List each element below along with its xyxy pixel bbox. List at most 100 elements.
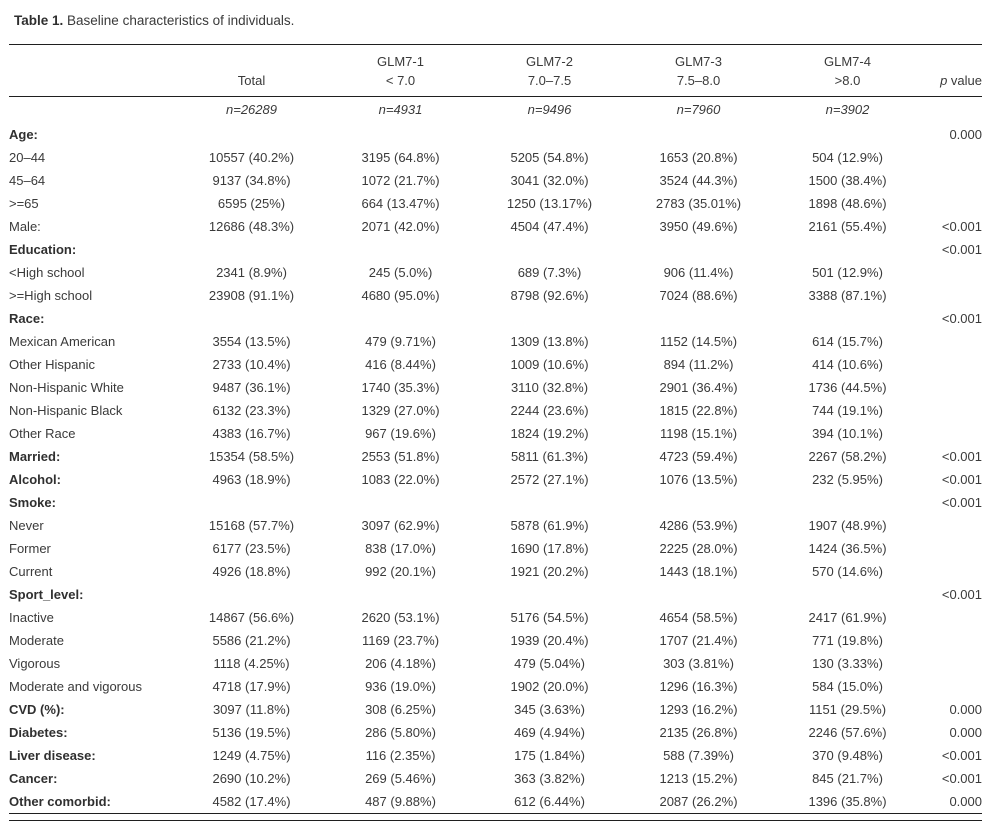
header-empty — [9, 97, 177, 124]
row-label: Diabetes: — [9, 725, 68, 740]
data-cell: 845 (21.7%) — [812, 771, 883, 786]
data-cell: 1424 (36.5%) — [808, 541, 887, 556]
p-value-cell: 0.000 — [949, 127, 982, 142]
table-row: Current 4926 (18.8%) 992 (20.1%) 1921 (20.2… — [9, 560, 982, 583]
data-cell: 1296 (16.3%) — [659, 679, 738, 694]
data-cell — [475, 123, 624, 146]
row-label: Other Race — [9, 426, 76, 441]
header-group-row: GLM7-1 GLM7-2 GLM7-3 GLM7-4 — [9, 44, 982, 71]
bottom-double-rule — [9, 820, 982, 821]
col-p-value-header: p value — [922, 71, 982, 97]
data-cell: 269 (5.46%) — [365, 771, 436, 786]
data-cell: 3097 (11.8%) — [212, 702, 291, 717]
table-row: Non-Hispanic White 9487 (36.1%) 1740 (35.3… — [9, 376, 982, 399]
table-row: Liver disease: 1249 (4.75%) 116 (2.35%) 175… — [9, 744, 982, 767]
data-cell: 967 (19.6%) — [365, 426, 436, 441]
p-value-cell: <0.001 — [941, 495, 982, 510]
data-cell: 2161 (55.4%) — [808, 219, 887, 234]
row-label: Cancer: — [9, 771, 58, 786]
data-cell: 1740 (35.3%) — [361, 380, 440, 395]
header-empty — [9, 71, 177, 97]
data-cell — [773, 583, 922, 606]
data-cell: 14867 (56.6%) — [208, 610, 295, 625]
n-total: n=26289 — [226, 102, 277, 117]
header-empty — [922, 97, 982, 124]
p-value-cell: <0.001 — [941, 748, 982, 763]
data-cell: 1898 (48.6%) — [808, 196, 887, 211]
data-cell: 2417 (61.9%) — [808, 610, 887, 625]
data-cell — [177, 583, 326, 606]
data-cell: 4963 (18.9%) — [212, 472, 291, 487]
n-glm7-1: n=4931 — [378, 102, 423, 117]
data-cell: 3195 (64.8%) — [361, 150, 440, 165]
p-value-cell: 0.000 — [949, 725, 982, 740]
table-row: Never 15168 (57.7%) 3097 (62.9%) 5878 (61.9… — [9, 514, 982, 537]
data-cell: 1902 (20.0%) — [510, 679, 589, 694]
data-cell: 1118 (4.25%) — [213, 656, 290, 671]
data-cell — [177, 238, 326, 261]
data-cell: 2690 (10.2%) — [212, 771, 291, 786]
data-cell: 744 (19.1%) — [812, 403, 883, 418]
table-header: GLM7-1 GLM7-2 GLM7-3 GLM7-4 Total < 7.0 … — [9, 44, 982, 124]
data-cell: 2572 (27.1%) — [510, 472, 589, 487]
p-value-cell: <0.001 — [941, 219, 982, 234]
header-empty — [9, 44, 177, 71]
data-cell: 1249 (4.75%) — [212, 748, 291, 763]
col-group-glm7-3: GLM7-3 — [624, 44, 773, 71]
data-cell: 5205 (54.8%) — [510, 150, 589, 165]
p-value-cell — [922, 514, 982, 537]
table-row: Sport_level: <0.001 — [9, 583, 982, 606]
header-empty — [922, 44, 982, 71]
data-cell: 2087 (26.2%) — [624, 790, 773, 814]
p-value-cell: 0.000 — [922, 790, 982, 814]
row-label: Vigorous — [9, 656, 61, 671]
row-label: Non-Hispanic White — [9, 380, 124, 395]
data-cell — [177, 123, 326, 146]
p-value-cell: <0.001 — [941, 449, 982, 464]
table-row: >=High school 23908 (91.1%) 4680 (95.0%) 87… — [9, 284, 982, 307]
col-sub-glm7-4: >8.0 — [773, 71, 922, 97]
data-cell: 771 (19.8%) — [812, 633, 883, 648]
table-row: Male: 12686 (48.3%) 2071 (42.0%) 4504 (47.4… — [9, 215, 982, 238]
data-cell: 1198 (15.1%) — [659, 426, 738, 441]
data-cell: 3554 (13.5%) — [212, 334, 291, 349]
data-cell: 370 (9.48%) — [812, 748, 883, 763]
data-cell: 3950 (49.6%) — [659, 219, 738, 234]
p-italic: p — [940, 73, 948, 88]
data-cell: 3041 (32.0%) — [510, 173, 589, 188]
col-sub-glm7-2: 7.0–7.5 — [475, 71, 624, 97]
row-label: Current — [9, 564, 53, 579]
data-cell: 6595 (25%) — [217, 196, 286, 211]
data-cell: 9137 (34.8%) — [212, 173, 291, 188]
p-value-cell: <0.001 — [941, 472, 982, 487]
data-cell — [326, 123, 475, 146]
p-value-cell: <0.001 — [941, 242, 982, 257]
table-row: Cancer: 2690 (10.2%) 269 (5.46%) 363 (3.82%… — [9, 767, 982, 790]
table-row: Married: 15354 (58.5%) 2553 (51.8%) 5811 (6… — [9, 445, 982, 468]
p-value-cell — [922, 675, 982, 698]
data-cell: 612 (6.44%) — [475, 790, 624, 814]
row-label: Moderate and vigorous — [9, 679, 142, 694]
data-cell: 363 (3.82%) — [514, 771, 585, 786]
p-value-cell — [922, 606, 982, 629]
data-cell: 5136 (19.5%) — [212, 725, 291, 740]
header-sub-row: Total < 7.0 7.0–7.5 7.5–8.0 >8.0 p value — [9, 71, 982, 97]
data-cell — [326, 491, 475, 514]
data-cell: 614 (15.7%) — [812, 334, 883, 349]
data-cell: 504 (12.9%) — [812, 150, 883, 165]
data-cell: 906 (11.4%) — [663, 265, 734, 280]
data-cell: 3097 (62.9%) — [361, 518, 440, 533]
data-cell — [773, 307, 922, 330]
data-cell — [624, 583, 773, 606]
data-cell: 1083 (22.0%) — [361, 472, 440, 487]
p-value-cell — [922, 146, 982, 169]
data-cell: 4504 (47.4%) — [510, 219, 589, 234]
data-cell — [326, 238, 475, 261]
data-cell: 1151 (29.5%) — [808, 702, 887, 717]
data-cell: 5878 (61.9%) — [510, 518, 589, 533]
table-row: Moderate and vigorous 4718 (17.9%) 936 (19… — [9, 675, 982, 698]
col-sub-total: Total — [177, 71, 326, 97]
table-row: Age: 0.000 — [9, 123, 982, 146]
row-label: Moderate — [9, 633, 64, 648]
table-title: Table 1. Baseline characteristics of ind… — [14, 12, 990, 30]
